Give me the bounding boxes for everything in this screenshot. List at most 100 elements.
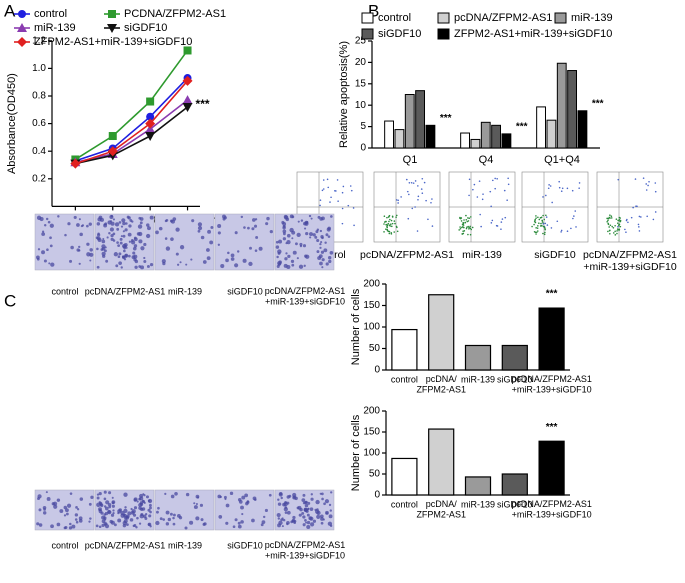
cell xyxy=(299,242,303,246)
cell xyxy=(298,264,304,269)
cell xyxy=(323,502,326,506)
cell xyxy=(286,264,291,270)
cell xyxy=(217,494,222,499)
flow-dot xyxy=(608,216,611,219)
cell xyxy=(99,217,104,222)
flow-dot xyxy=(350,189,353,192)
cell xyxy=(325,233,329,237)
cell xyxy=(243,226,246,229)
cell xyxy=(167,517,172,522)
cell xyxy=(283,507,288,512)
cell xyxy=(319,514,324,519)
cell xyxy=(64,525,68,529)
flow-dot xyxy=(322,179,325,181)
flow-dot xyxy=(538,222,540,224)
flow-dot xyxy=(545,194,547,197)
cell xyxy=(64,233,67,237)
flow-dot xyxy=(638,226,640,228)
cell xyxy=(86,224,89,228)
flow-dot xyxy=(386,224,389,226)
panel-label: B xyxy=(368,1,379,20)
cell xyxy=(48,262,51,265)
flow-dot xyxy=(341,191,344,194)
cell xyxy=(315,230,319,234)
cell xyxy=(75,520,79,524)
flow-dot xyxy=(648,180,650,183)
flow-dot xyxy=(640,216,642,218)
cell xyxy=(184,526,188,530)
flow-dot xyxy=(387,216,390,218)
flow-dot xyxy=(616,228,619,230)
cell xyxy=(185,492,190,497)
cell xyxy=(309,522,315,527)
bar xyxy=(538,440,565,496)
cell xyxy=(86,242,90,246)
cell xyxy=(136,500,139,503)
cell xyxy=(191,219,195,223)
legend-label: miR-139 xyxy=(571,12,613,24)
x-tick-label: Q4 xyxy=(479,154,494,166)
cell xyxy=(328,503,332,507)
cell xyxy=(310,217,313,220)
cell xyxy=(139,221,143,225)
cell xyxy=(320,241,323,244)
cell xyxy=(172,522,176,526)
flow-dot xyxy=(615,218,618,220)
flow-dot xyxy=(636,205,638,208)
flow-dot xyxy=(468,228,470,230)
cell xyxy=(64,508,69,513)
flow-dot xyxy=(547,187,550,190)
y-tick-label: 0 xyxy=(374,490,380,501)
cell xyxy=(76,508,80,511)
flow-dot xyxy=(542,196,544,198)
cell xyxy=(102,254,106,258)
flow-dot xyxy=(472,188,474,191)
flow-dot xyxy=(408,193,410,196)
flow-dot xyxy=(614,234,617,236)
cell xyxy=(251,227,255,231)
cell xyxy=(79,497,84,501)
cell xyxy=(128,224,132,228)
cell xyxy=(75,506,78,509)
flow-dot xyxy=(414,206,416,208)
cell xyxy=(244,493,249,498)
cell xyxy=(88,502,92,506)
flow-dot xyxy=(467,225,470,228)
cell xyxy=(185,263,188,266)
legend-swatch xyxy=(361,12,374,24)
cell xyxy=(78,262,81,265)
cell xyxy=(225,521,229,525)
cell xyxy=(118,221,122,224)
cell xyxy=(49,236,52,240)
cell xyxy=(78,245,81,249)
flow-dot xyxy=(479,213,481,216)
panel-label: C xyxy=(4,291,16,310)
legend-swatch xyxy=(437,28,450,40)
cell xyxy=(122,230,125,233)
flow-dot xyxy=(500,221,503,223)
cell xyxy=(165,218,169,222)
cell xyxy=(321,266,324,269)
cell xyxy=(88,520,91,523)
flow-dot xyxy=(417,195,420,198)
flow-label: pcDNA/ZFPM2-AS1 +miR-139+siGDF10 xyxy=(583,249,677,273)
cell xyxy=(45,491,48,494)
flow-dot xyxy=(608,226,610,228)
micrograph xyxy=(34,489,95,531)
flow-dot xyxy=(496,225,499,227)
flow-dot xyxy=(551,201,553,204)
flow-dot xyxy=(535,227,537,229)
flow-dot xyxy=(425,199,427,202)
cell xyxy=(190,258,193,261)
cell xyxy=(234,518,238,522)
cell xyxy=(122,234,126,238)
flow-dot xyxy=(387,222,390,225)
flow-plot xyxy=(521,171,589,243)
cell xyxy=(145,233,151,239)
flow-dot xyxy=(546,224,549,226)
cell xyxy=(123,249,126,253)
cell xyxy=(230,253,235,258)
cell xyxy=(110,513,115,517)
cell xyxy=(268,493,272,497)
cell xyxy=(157,506,160,510)
